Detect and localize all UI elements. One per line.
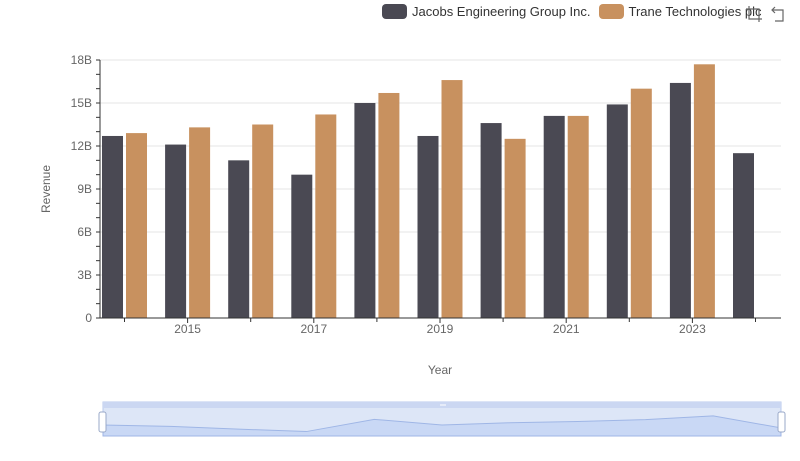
zoom-handle-right (777, 411, 786, 433)
y-tick-label: 3B (77, 268, 92, 282)
bar-jacobs (606, 104, 628, 318)
legend: Jacobs Engineering Group Inc. Trane Tech… (382, 4, 769, 19)
bars-group (102, 64, 754, 319)
bar-trane (693, 64, 715, 318)
x-tick-label: 2017 (300, 322, 327, 336)
y-axis: 0 3B 6B 9B 12B 15B 18B (71, 53, 101, 325)
legend-label-trane: Trane Technologies plc (628, 4, 762, 19)
bar-jacobs (543, 115, 565, 319)
zoom-box-icon[interactable] (746, 6, 762, 22)
bar-trane (252, 124, 274, 318)
legend-item-jacobs[interactable]: Jacobs Engineering Group Inc. (382, 4, 591, 19)
bar-trane (315, 114, 337, 318)
bar-jacobs (228, 160, 250, 318)
legend-label-jacobs: Jacobs Engineering Group Inc. (412, 4, 591, 19)
bar-jacobs (480, 123, 502, 318)
y-tick-label: 9B (77, 182, 92, 196)
bar-jacobs (669, 82, 691, 318)
x-tick-label: 2021 (553, 322, 580, 336)
bar-jacobs (733, 153, 754, 318)
x-tick-label: 2015 (174, 322, 201, 336)
y-tick-label: 18B (71, 53, 92, 67)
bar-trane (378, 92, 400, 318)
y-tick-label: 0 (85, 311, 92, 325)
y-tick-label: 6B (77, 225, 92, 239)
bar-jacobs (291, 174, 313, 318)
bar-jacobs (102, 135, 123, 318)
zoom-handle-left (98, 411, 107, 433)
bar-jacobs (417, 135, 439, 318)
y-tick-label: 12B (71, 139, 92, 153)
bar-trane (567, 115, 589, 319)
legend-swatch-jacobs (382, 4, 407, 19)
legend-item-trane[interactable]: Trane Technologies plc (598, 4, 762, 19)
zoom-preview-area (102, 415, 782, 437)
restore-icon[interactable] (771, 6, 787, 22)
x-axis-title: Year (428, 363, 452, 377)
bar-jacobs (165, 144, 187, 318)
x-tick-label: 2019 (427, 322, 454, 336)
bar-trane (630, 88, 652, 319)
bar-trane (189, 127, 211, 318)
y-axis-title: Revenue (39, 165, 53, 213)
data-zoom-slider[interactable] (98, 401, 786, 437)
bar-trane (126, 133, 147, 318)
x-tick-label: 2023 (679, 322, 706, 336)
x-axis: 2015 2017 2019 2021 2023 (100, 317, 781, 336)
bar-trane (504, 138, 526, 318)
legend-swatch-trane (598, 4, 624, 19)
grid-lines (100, 59, 781, 276)
chart-toolbar (746, 6, 787, 22)
bar-jacobs (354, 103, 376, 318)
bar-trane (441, 80, 463, 318)
y-tick-label: 15B (71, 96, 92, 110)
